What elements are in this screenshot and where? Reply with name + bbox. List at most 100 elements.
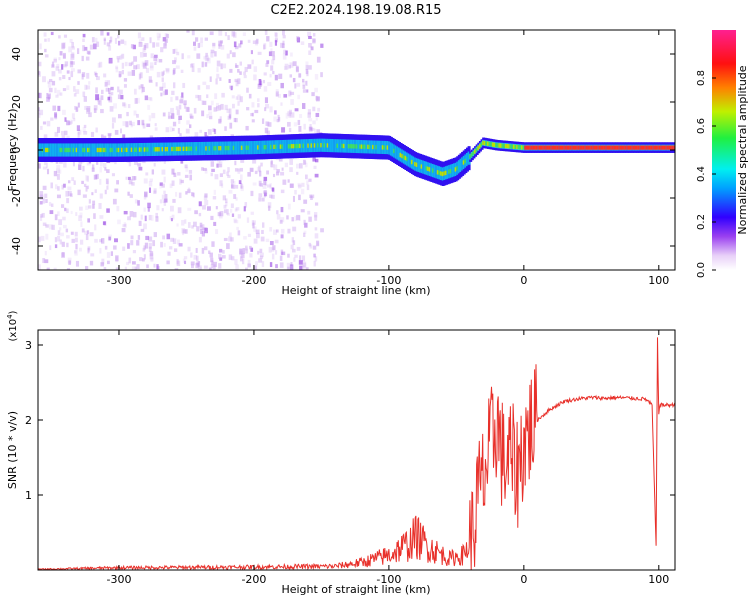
heatmap-speckle	[208, 267, 212, 270]
heatmap-speckle	[88, 81, 91, 85]
heatmap-speckle	[127, 71, 132, 76]
heatmap-band-core	[148, 142, 152, 157]
x-tick-label: -300	[106, 274, 131, 287]
heatmap-speckle	[182, 229, 185, 236]
heatmap-speckle	[285, 50, 288, 56]
heatmap-band-core	[407, 153, 411, 167]
heatmap-speckle	[314, 233, 319, 239]
heatmap-speckle	[267, 122, 272, 127]
heatmap-ridge-peak	[616, 145, 620, 150]
heatmap-speckle	[230, 203, 234, 209]
heatmap-speckle	[179, 99, 184, 104]
heatmap-speckle	[38, 70, 40, 75]
heatmap-speckle	[266, 60, 270, 64]
heatmap-speckle	[212, 43, 216, 49]
heatmap-speckle	[108, 96, 113, 103]
heatmap-speckle	[129, 211, 134, 217]
heatmap-speckle	[92, 204, 95, 209]
heatmap-ridge-peak	[527, 145, 531, 150]
heatmap-speckle	[303, 199, 308, 204]
heatmap-speckle	[209, 31, 214, 36]
heatmap-speckle	[305, 64, 309, 71]
heatmap-speckle	[233, 181, 236, 186]
heatmap-speckle	[304, 162, 308, 168]
heatmap-speckle	[230, 179, 235, 183]
heatmap-speckle	[153, 56, 157, 62]
heatmap-speckle	[266, 170, 270, 175]
heatmap-speckle	[298, 73, 302, 78]
heatmap-speckle	[292, 226, 297, 232]
heatmap-speckle	[137, 200, 140, 206]
heatmap-speckle	[111, 173, 115, 177]
heatmap-speckle	[44, 193, 48, 198]
heatmap-speckle	[284, 63, 289, 70]
x-tick-label: -100	[376, 573, 401, 586]
heatmap-speckle	[186, 107, 190, 112]
heatmap-ridge-peak	[401, 153, 405, 159]
heatmap-ridge-peak	[323, 143, 327, 148]
heatmap-speckle	[81, 72, 86, 78]
heatmap-speckle	[172, 69, 175, 76]
heatmap-speckle	[251, 59, 254, 65]
heatmap-ridge-peak	[381, 145, 385, 150]
heatmap-speckle	[140, 214, 143, 220]
heatmap-speckle	[106, 252, 111, 258]
heatmap-ridge-peak	[347, 144, 351, 149]
heatmap-speckle	[144, 43, 149, 49]
heatmap-speckle	[70, 53, 75, 60]
heatmap-speckle	[315, 158, 319, 163]
heatmap-band-core	[234, 141, 238, 155]
heatmap-speckle	[115, 255, 119, 262]
heatmap-speckle	[184, 174, 189, 178]
heatmap-speckle	[288, 113, 291, 118]
heatmap-band-core	[446, 165, 450, 179]
heatmap-speckle	[100, 89, 104, 95]
heatmap-speckle	[79, 247, 82, 252]
heatmap-speckle	[76, 48, 80, 55]
heatmap-speckle	[231, 31, 236, 37]
heatmap-band-core	[112, 143, 116, 157]
heatmap-speckle	[296, 82, 301, 87]
heatmap-speckle	[287, 121, 291, 127]
heatmap-ridge-peak	[587, 145, 591, 150]
heatmap-speckle	[299, 113, 303, 119]
heatmap-speckle	[47, 81, 52, 88]
heatmap-speckle	[294, 254, 298, 258]
heatmap-ridge-peak	[386, 145, 390, 150]
heatmap-speckle	[200, 228, 203, 235]
heatmap-speckle	[186, 120, 190, 125]
heatmap-band-core	[77, 143, 81, 157]
heatmap-speckle	[273, 229, 277, 235]
heatmap-speckle	[237, 230, 241, 236]
heatmap-speckle	[133, 88, 137, 95]
heatmap-speckle	[148, 214, 152, 221]
heatmap-ridge-peak	[516, 144, 520, 150]
heatmap-speckle	[170, 217, 173, 222]
heatmap-speckle	[240, 158, 245, 163]
heatmap-speckle	[106, 208, 110, 213]
heatmap-speckle	[137, 235, 141, 240]
heatmap-speckle	[186, 30, 190, 33]
heatmap-ridge-peak	[295, 143, 299, 149]
heatmap-band-core	[203, 141, 207, 156]
heatmap-speckle	[277, 114, 280, 120]
heatmap-speckle	[83, 183, 87, 187]
heatmap-speckle	[47, 80, 50, 84]
heatmap-speckle	[290, 98, 294, 105]
heatmap-speckle	[293, 122, 298, 127]
heatmap-ridge-peak	[503, 143, 507, 149]
heatmap-ridge-peak	[566, 145, 570, 150]
heatmap-speckle	[171, 180, 175, 186]
heatmap-speckle	[226, 243, 230, 250]
heatmap-speckle	[62, 54, 66, 59]
heatmap-speckle	[83, 96, 87, 102]
heatmap-speckle	[143, 245, 146, 250]
heatmap-ridge-peak	[650, 145, 654, 150]
heatmap-speckle	[288, 127, 292, 133]
heatmap-speckle	[77, 129, 82, 135]
heatmap-speckle	[121, 69, 124, 75]
heatmap-ridge-peak	[360, 144, 364, 149]
heatmap-speckle	[314, 128, 317, 133]
heatmap-speckle	[224, 104, 228, 111]
heatmap-speckle	[228, 254, 233, 260]
